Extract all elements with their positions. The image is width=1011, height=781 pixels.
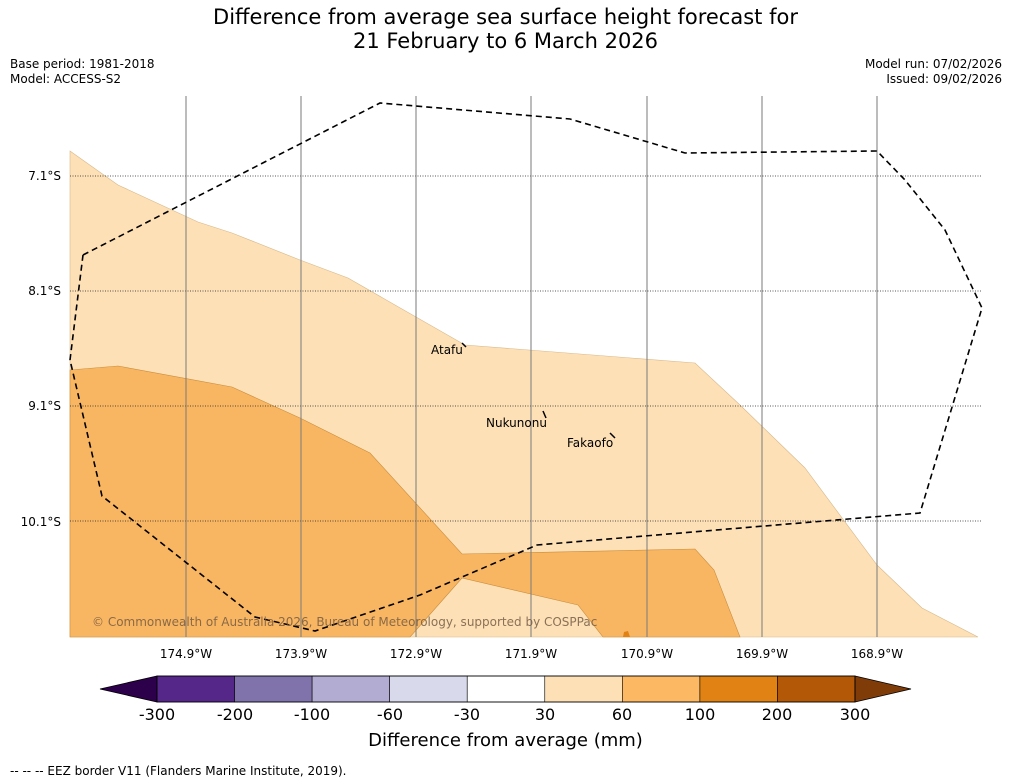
colorbar-bin bbox=[156, 675, 235, 703]
place-label-nukunonu: Nukunonu bbox=[486, 416, 547, 430]
colorbar-tick: 100 bbox=[684, 705, 716, 724]
colorbar-extend-high bbox=[854, 675, 912, 703]
eez-border bbox=[69, 102, 983, 632]
colorbar-bin bbox=[466, 675, 546, 703]
title-line-1: Difference from average sea surface heig… bbox=[213, 5, 798, 29]
colorbar-bin bbox=[699, 675, 778, 703]
lon-label: 168.9°W bbox=[850, 647, 904, 661]
colorbar-tick: -200 bbox=[216, 705, 254, 724]
colorbar-bin bbox=[777, 675, 856, 703]
colorbar-tick: -60 bbox=[376, 705, 404, 724]
colorbar-bin bbox=[234, 675, 313, 703]
base-period: Base period: 1981-2018 bbox=[10, 57, 155, 71]
meta-right: Model run: 07/02/2026 Issued: 09/02/2026 bbox=[865, 57, 1002, 87]
colorbar-tick: 30 bbox=[534, 705, 556, 724]
contour-60-100 bbox=[69, 365, 741, 638]
page-title: Difference from average sea surface heig… bbox=[0, 5, 1011, 53]
title-line-2: 21 February to 6 March 2026 bbox=[352, 29, 659, 53]
colorbar-bins bbox=[156, 675, 856, 703]
colorbar-tick: -30 bbox=[453, 705, 481, 724]
colorbar-tick: -100 bbox=[293, 705, 331, 724]
lon-label: 173.9°W bbox=[274, 647, 328, 661]
lat-label: 10.1°S bbox=[20, 515, 61, 529]
model-name: Model: ACCESS-S2 bbox=[10, 72, 122, 86]
colorbar-tick: -300 bbox=[138, 705, 176, 724]
colorbar bbox=[99, 675, 912, 703]
lon-label: 170.9°W bbox=[620, 647, 674, 661]
model-run: Model run: 07/02/2026 bbox=[864, 57, 1002, 71]
eez-footnote: -- -- -- EEZ border V11 (Flanders Marine… bbox=[10, 764, 347, 778]
colorbar-tick: 300 bbox=[839, 705, 871, 724]
colorbar-bin bbox=[389, 675, 468, 703]
lon-label: 172.9°W bbox=[389, 647, 443, 661]
colorbar-bin bbox=[311, 675, 390, 703]
place-label-atafu: Atafu bbox=[431, 343, 463, 357]
fakaofo-island-shape bbox=[609, 432, 616, 439]
nukunonu-island-shape bbox=[542, 410, 547, 419]
lat-label: 7.1°S bbox=[28, 169, 61, 183]
place-label-fakaofo: Fakaofo bbox=[567, 436, 614, 450]
lat-label: 9.1°S bbox=[28, 399, 61, 413]
colorbar-tick: 200 bbox=[761, 705, 793, 724]
colorbar-label: Difference from average (mm) bbox=[368, 730, 643, 751]
contour-100-200 bbox=[623, 631, 630, 637]
colorbar-tick: 60 bbox=[611, 705, 633, 724]
colorbar-outline bbox=[156, 675, 856, 703]
meta-left: Base period: 1981-2018 Model: ACCESS-S2 bbox=[10, 57, 155, 87]
lon-label: 171.9°W bbox=[504, 647, 558, 661]
atafu-island-shape bbox=[461, 342, 467, 348]
colorbar-extend-low bbox=[99, 675, 158, 703]
colorbar-bin bbox=[622, 675, 701, 703]
colorbar-bin bbox=[544, 675, 623, 703]
issued-date: Issued: 09/02/2026 bbox=[886, 72, 1002, 86]
lat-label: 8.1°S bbox=[28, 284, 61, 298]
copyright-notice: © Commonwealth of Australia 2026, Bureau… bbox=[92, 615, 598, 629]
longitude-gridlines bbox=[185, 96, 878, 637]
lon-label: 169.9°W bbox=[735, 647, 789, 661]
lon-label: 174.9°W bbox=[159, 647, 213, 661]
